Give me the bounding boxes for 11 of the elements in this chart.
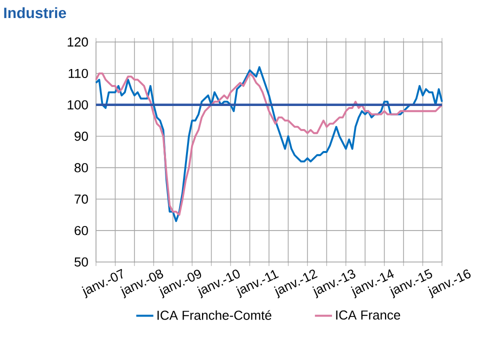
y-tick-label: 90 [74,132,88,141]
legend-label: ICA Franche-Comté [158,310,272,320]
y-tick-label: 60 [74,226,88,236]
y-tick-label: 50 [74,257,88,267]
chart-title: Industrie [4,7,66,18]
y-tick-label: 120 [68,37,88,47]
y-tick-label: 80 [74,163,88,172]
y-tick-label: 100 [68,100,88,110]
y-tick-label: 70 [74,194,88,204]
y-tick-label: 110 [68,68,88,78]
legend-label: ICA France [336,310,400,320]
